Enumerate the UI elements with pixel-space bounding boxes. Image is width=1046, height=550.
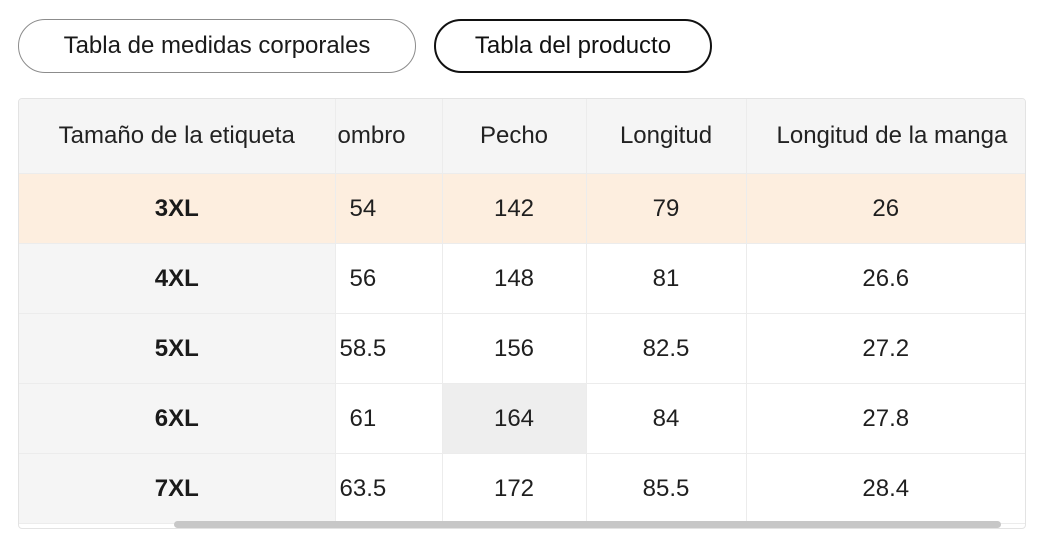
header-shoulder: ombro <box>334 99 443 174</box>
header-length: Longitud <box>585 99 747 174</box>
size-cell: 6XL <box>19 383 336 454</box>
sleeve-cell: 26.6 <box>745 243 1025 314</box>
chest-cell: 148 <box>441 243 587 314</box>
length-cell: 79 <box>585 173 747 244</box>
table-row[interactable]: 7XL 63.5 172 85.5 28.4 <box>19 453 1025 524</box>
table-header-row: Tamaño de la etiqueta ombro Pecho Longit… <box>19 99 1025 174</box>
chest-cell: 172 <box>441 453 587 524</box>
size-table-container[interactable]: Tamaño de la etiqueta ombro Pecho Longit… <box>18 98 1026 529</box>
tab-body-measurements[interactable]: Tabla de medidas corporales <box>18 19 416 73</box>
length-cell: 84 <box>585 383 747 454</box>
sleeve-cell: 27.2 <box>745 313 1025 384</box>
size-cell: 3XL <box>19 173 336 244</box>
size-chart-tabs: Tabla de medidas corporales Tabla del pr… <box>18 19 712 73</box>
shoulder-cell: 56 <box>334 243 443 314</box>
shoulder-cell: 58.5 <box>334 313 443 384</box>
shoulder-cell: 61 <box>334 383 443 454</box>
table-row[interactable]: 3XL 54 142 79 26 <box>19 173 1025 244</box>
length-cell: 81 <box>585 243 747 314</box>
size-cell: 5XL <box>19 313 336 384</box>
shoulder-cell: 63.5 <box>334 453 443 524</box>
table-row[interactable]: 6XL 61 164 84 27.8 <box>19 383 1025 454</box>
table-row[interactable]: 4XL 56 148 81 26.6 <box>19 243 1025 314</box>
size-table: Tamaño de la etiqueta ombro Pecho Longit… <box>19 99 1025 524</box>
size-cell: 4XL <box>19 243 336 314</box>
tab-product-measurements[interactable]: Tabla del producto <box>434 19 712 73</box>
table-row[interactable]: 5XL 58.5 156 82.5 27.2 <box>19 313 1025 384</box>
chest-cell: 142 <box>441 173 587 244</box>
shoulder-cell: 54 <box>334 173 443 244</box>
sleeve-cell: 26 <box>745 173 1025 244</box>
length-cell: 82.5 <box>585 313 747 384</box>
sleeve-cell: 28.4 <box>745 453 1025 524</box>
length-cell: 85.5 <box>585 453 747 524</box>
sleeve-cell: 27.8 <box>745 383 1025 454</box>
header-size: Tamaño de la etiqueta <box>19 99 336 174</box>
horizontal-scrollbar[interactable] <box>174 521 1001 528</box>
chest-cell: 164 <box>441 383 587 454</box>
size-cell: 7XL <box>19 453 336 524</box>
header-chest: Pecho <box>441 99 587 174</box>
chest-cell: 156 <box>441 313 587 384</box>
header-sleeve-length: Longitud de la manga <box>745 99 1025 174</box>
